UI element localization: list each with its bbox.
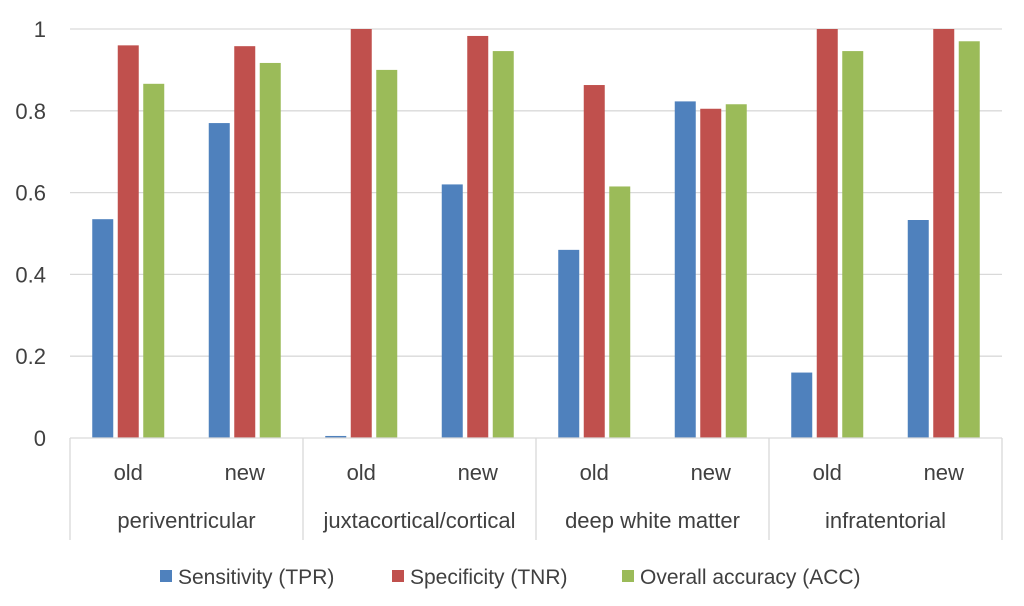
bar (933, 29, 955, 438)
bar (674, 101, 696, 438)
bar (208, 123, 230, 438)
x-group-label: periventricular (117, 508, 255, 533)
bar (441, 184, 463, 438)
bar (558, 249, 580, 438)
y-axis-tick-labels: 0 0.2 0.4 0.6 0.8 1 (15, 17, 46, 451)
bar (376, 69, 398, 439)
bar (907, 220, 929, 438)
y-tick-label: 1 (34, 17, 46, 42)
legend-label: Sensitivity (TPR) (178, 566, 334, 589)
x-category-label: new (225, 460, 265, 485)
bar (725, 104, 747, 439)
y-tick-label: 0.4 (15, 262, 46, 287)
x-group-label: infratentorial (825, 508, 946, 533)
x-category-label: old (813, 460, 842, 485)
bar (791, 372, 813, 438)
bar (350, 29, 372, 438)
bar (234, 46, 256, 438)
x-category-label: old (347, 460, 376, 485)
x-axis: old new old new old new old new periventricular j… (69, 437, 1003, 540)
legend-label: Overall accuracy (ACC) (640, 566, 861, 589)
bar (325, 435, 347, 438)
bar (259, 62, 281, 439)
legend-label: Specificity (TNR) (410, 566, 568, 589)
bar (143, 83, 165, 438)
x-group-label: deep white matter (565, 508, 740, 533)
x-category-label: new (691, 460, 731, 485)
bar (816, 29, 838, 438)
x-group-label: juxtacortical/cortical (323, 508, 516, 533)
x-category-label: new (924, 460, 964, 485)
legend: Sensitivity (TPR) Specificity (TNR) Overal… (160, 566, 861, 589)
legend-swatch (160, 570, 172, 582)
y-tick-label: 0 (34, 426, 46, 451)
x-category-label: old (114, 460, 143, 485)
bar (842, 51, 864, 438)
x-category-label: old (580, 460, 609, 485)
bar (92, 219, 114, 438)
bar (117, 45, 139, 439)
bar (583, 85, 605, 439)
legend-swatch (392, 570, 404, 582)
bar (958, 41, 980, 439)
bar (467, 35, 489, 438)
y-tick-label: 0.2 (15, 344, 46, 369)
legend-swatch (622, 570, 634, 582)
bar (700, 108, 722, 438)
y-tick-label: 0.8 (15, 99, 46, 124)
bar (609, 186, 631, 438)
bar (492, 51, 514, 438)
y-tick-label: 0.6 (15, 181, 46, 206)
bars (92, 29, 980, 439)
x-category-label: new (458, 460, 498, 485)
